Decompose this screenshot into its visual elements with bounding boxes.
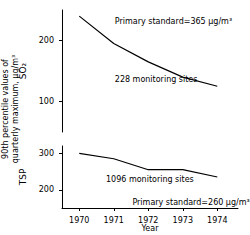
svg-text:228 monitoring sites: 228 monitoring sites: [115, 75, 198, 84]
svg-text:300: 300: [39, 149, 54, 158]
svg-text:1096 monitoring sites: 1096 monitoring sites: [106, 175, 194, 184]
svg-text:1971: 1971: [104, 216, 124, 225]
svg-text:Primary standard=365 μg/m³: Primary standard=365 μg/m³: [115, 17, 232, 26]
svg-text:200: 200: [39, 185, 54, 194]
svg-text:1970: 1970: [69, 216, 89, 225]
svg-text:1974: 1974: [207, 216, 227, 225]
svg-text:quarterly maximum, μg/m³: quarterly maximum, μg/m³: [10, 54, 20, 164]
svg-text:SO₂: SO₂: [18, 62, 28, 79]
svg-text:100: 100: [39, 97, 54, 106]
svg-text:Primary standard=260 μg/m³: Primary standard=260 μg/m³: [132, 198, 249, 207]
svg-text:90th percentile values of: 90th percentile values of: [1, 59, 10, 159]
svg-text:1973: 1973: [173, 216, 193, 225]
svg-text:200: 200: [39, 36, 54, 45]
svg-text:TSP: TSP: [18, 168, 28, 186]
svg-text:Year: Year: [141, 224, 160, 233]
svg-text:1972: 1972: [138, 216, 158, 225]
